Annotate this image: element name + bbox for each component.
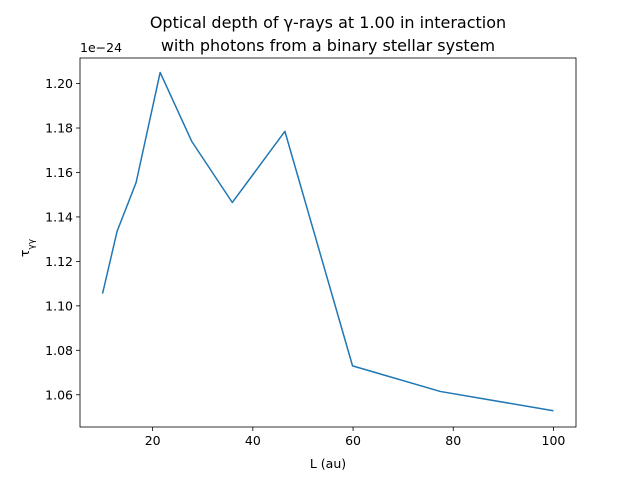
y-tick-label: 1.10 bbox=[45, 298, 73, 313]
y-tick-label: 1.20 bbox=[45, 76, 73, 91]
y-tick-label: 1.12 bbox=[45, 254, 73, 269]
x-tick-label: 20 bbox=[145, 433, 161, 448]
axes-frame bbox=[79, 57, 577, 428]
y-tick-label: 1.18 bbox=[45, 121, 73, 136]
x-axis-label: L (au) bbox=[310, 456, 346, 471]
y-axis-label: τγγ bbox=[17, 238, 37, 257]
chart-title-line-1: Optical depth of γ-rays at 1.00 in inter… bbox=[150, 13, 506, 32]
y-axis-label-main: τ bbox=[17, 250, 32, 258]
chart-title-line-2: with photons from a binary stellar syste… bbox=[161, 36, 495, 55]
y-tick-label: 1.16 bbox=[45, 165, 73, 180]
y-tick-label: 1.14 bbox=[45, 209, 73, 224]
series-line-0 bbox=[101, 71, 554, 412]
x-tick-label: 100 bbox=[542, 433, 566, 448]
y-offset-text: 1e−24 bbox=[80, 40, 122, 55]
plot-area: 20 40 60 80 100 1.06 1.08 1.10 1.12 1.14 1.16 1.18 1… bbox=[45, 57, 577, 448]
y-tick-label: 1.06 bbox=[45, 387, 73, 402]
x-tick-label: 40 bbox=[245, 433, 261, 448]
y-axis-label-sub: γγ bbox=[27, 238, 37, 249]
x-tick-label: 80 bbox=[445, 433, 461, 448]
y-tick-label: 1.08 bbox=[45, 343, 73, 358]
x-tick-label: 60 bbox=[345, 433, 361, 448]
